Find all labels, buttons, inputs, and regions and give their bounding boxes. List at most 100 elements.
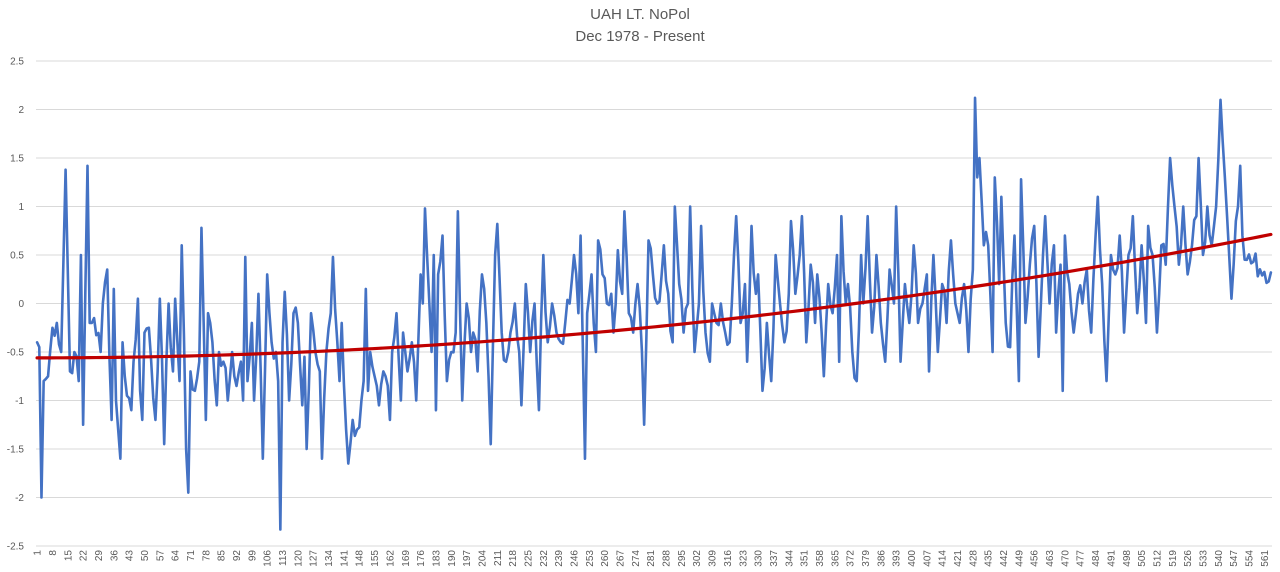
x-tick-label: 232 bbox=[539, 550, 550, 567]
x-tick-label: 512 bbox=[1152, 550, 1163, 567]
x-tick-label: 50 bbox=[140, 550, 151, 562]
x-tick-label: 15 bbox=[63, 550, 74, 562]
x-tick-label: 344 bbox=[784, 550, 795, 567]
x-tick-label: 330 bbox=[754, 550, 765, 567]
chart-subtitle: Dec 1978 - Present bbox=[575, 28, 705, 45]
y-axis-tick-labels: 2.5 2 1.5 1 0.5 0 -0.5 -1 -1.5 -2 -2.5 bbox=[7, 57, 25, 553]
x-tick-label: 533 bbox=[1198, 550, 1209, 567]
trend-line bbox=[35, 232, 1273, 360]
x-tick-label: 183 bbox=[431, 550, 442, 567]
x-tick-label: 498 bbox=[1122, 550, 1133, 567]
x-tick-label: 421 bbox=[953, 550, 964, 567]
x-tick-label: 176 bbox=[416, 550, 427, 567]
x-tick-label: 365 bbox=[830, 550, 841, 567]
x-tick-label: 295 bbox=[677, 550, 688, 567]
x-tick-label: 120 bbox=[293, 550, 304, 567]
x-tick-label: 428 bbox=[968, 550, 979, 567]
x-tick-label: 288 bbox=[662, 550, 673, 567]
x-tick-label: 113 bbox=[278, 550, 289, 566]
y-tick-label: 2.5 bbox=[10, 57, 24, 68]
x-tick-label: 169 bbox=[401, 550, 412, 567]
x-tick-label: 407 bbox=[922, 550, 933, 567]
x-tick-label: 400 bbox=[907, 550, 918, 567]
x-tick-label: 85 bbox=[217, 550, 228, 562]
x-tick-label: 78 bbox=[201, 550, 212, 562]
x-tick-label: 281 bbox=[646, 550, 657, 567]
x-tick-label: 246 bbox=[570, 550, 581, 567]
x-tick-label: 204 bbox=[477, 550, 488, 567]
x-tick-label: 106 bbox=[263, 550, 274, 567]
grid-lines bbox=[36, 60, 1272, 547]
x-tick-label: 323 bbox=[738, 550, 749, 567]
x-tick-label: 470 bbox=[1060, 550, 1071, 567]
y-tick-label: 2 bbox=[18, 105, 24, 116]
y-tick-label: 1 bbox=[18, 202, 24, 213]
x-tick-label: 64 bbox=[171, 550, 182, 562]
y-tick-label: -0.5 bbox=[7, 348, 25, 359]
x-tick-label: 491 bbox=[1106, 550, 1117, 567]
x-tick-label: 71 bbox=[186, 550, 197, 562]
y-tick-label: -2.5 bbox=[7, 542, 25, 553]
x-tick-label: 92 bbox=[232, 550, 243, 562]
x-tick-label: 1 bbox=[33, 550, 44, 556]
x-tick-label: 225 bbox=[523, 550, 534, 567]
x-tick-label: 57 bbox=[155, 550, 166, 562]
x-tick-label: 274 bbox=[631, 550, 642, 567]
x-tick-label: 211 bbox=[493, 550, 504, 566]
x-tick-label: 435 bbox=[984, 550, 995, 567]
x-tick-label: 99 bbox=[247, 550, 258, 562]
x-tick-label: 477 bbox=[1076, 550, 1087, 567]
x-axis-tick-labels: 1 8 15 22 29 36 43 50 57 64 71 78 85 92 99 106 113 120 127… bbox=[33, 550, 1271, 567]
x-tick-label: 337 bbox=[769, 550, 780, 567]
x-tick-label: 526 bbox=[1183, 550, 1194, 567]
x-tick-label: 190 bbox=[447, 550, 458, 567]
x-tick-label: 309 bbox=[708, 550, 719, 567]
x-tick-label: 372 bbox=[846, 550, 857, 567]
x-tick-label: 22 bbox=[79, 550, 90, 562]
y-tick-label: 0.5 bbox=[10, 251, 24, 262]
x-tick-label: 197 bbox=[462, 550, 473, 567]
x-tick-label: 414 bbox=[938, 550, 949, 567]
x-tick-label: 449 bbox=[1014, 550, 1025, 567]
x-tick-label: 561 bbox=[1260, 550, 1271, 567]
x-tick-label: 260 bbox=[600, 550, 611, 567]
x-tick-label: 162 bbox=[385, 550, 396, 567]
series-layer bbox=[35, 96, 1273, 531]
x-tick-label: 141 bbox=[339, 550, 350, 567]
x-tick-label: 218 bbox=[508, 550, 519, 567]
x-tick-label: 253 bbox=[585, 550, 596, 567]
x-tick-label: 393 bbox=[892, 550, 903, 567]
x-tick-label: 267 bbox=[616, 550, 627, 567]
x-tick-label: 358 bbox=[815, 550, 826, 567]
x-tick-label: 29 bbox=[94, 550, 105, 562]
x-tick-label: 148 bbox=[355, 550, 366, 567]
x-tick-label: 43 bbox=[125, 550, 136, 562]
x-tick-label: 36 bbox=[109, 550, 120, 562]
y-tick-label: -2 bbox=[15, 493, 24, 504]
x-tick-label: 155 bbox=[370, 550, 381, 567]
chart-title: UAH LT. NoPol bbox=[590, 6, 690, 23]
x-tick-label: 456 bbox=[1030, 550, 1041, 567]
x-tick-label: 386 bbox=[876, 550, 887, 567]
x-tick-label: 554 bbox=[1244, 550, 1255, 567]
x-tick-label: 302 bbox=[692, 550, 703, 567]
x-tick-label: 540 bbox=[1214, 550, 1225, 567]
x-tick-label: 351 bbox=[800, 550, 811, 567]
x-tick-label: 316 bbox=[723, 550, 734, 567]
y-tick-label: -1.5 bbox=[7, 445, 25, 456]
x-tick-label: 8 bbox=[48, 550, 59, 556]
series-line-uah-lt-nopol bbox=[35, 96, 1273, 531]
x-tick-label: 134 bbox=[324, 550, 335, 567]
x-tick-label: 127 bbox=[309, 550, 320, 567]
x-tick-label: 484 bbox=[1091, 550, 1102, 567]
y-tick-label: 1.5 bbox=[10, 154, 24, 165]
x-tick-label: 463 bbox=[1045, 550, 1056, 567]
y-tick-label: 0 bbox=[18, 299, 24, 310]
x-tick-label: 379 bbox=[861, 550, 872, 567]
x-tick-label: 239 bbox=[554, 550, 565, 567]
x-tick-label: 442 bbox=[999, 550, 1010, 567]
y-tick-label: -1 bbox=[15, 396, 24, 407]
x-tick-label: 519 bbox=[1168, 550, 1179, 567]
x-tick-label: 547 bbox=[1229, 550, 1240, 567]
